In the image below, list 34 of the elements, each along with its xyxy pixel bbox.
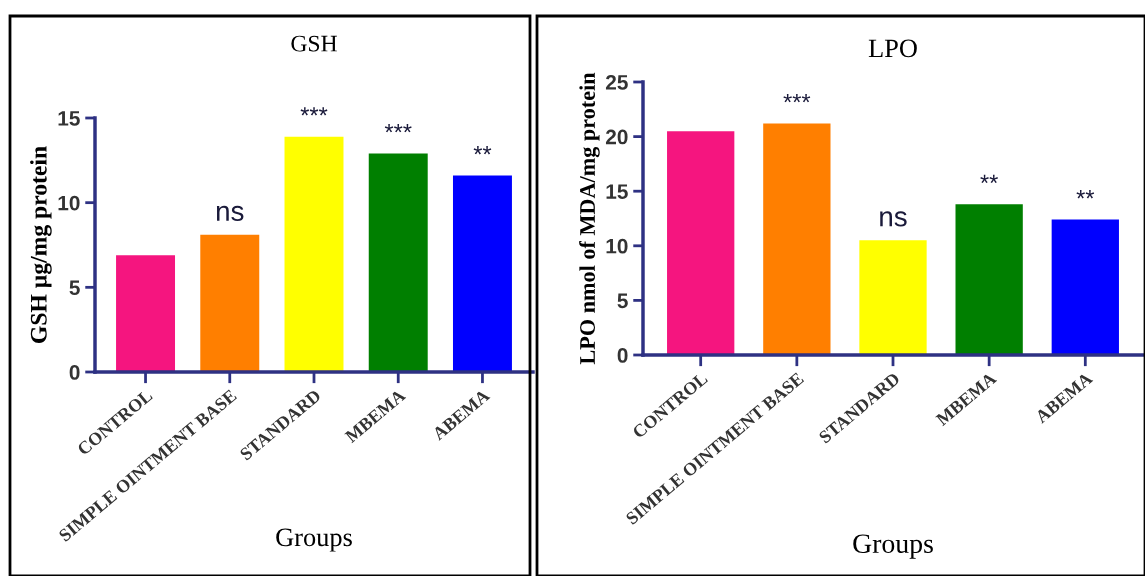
y-tick-label: 0 bbox=[69, 365, 80, 380]
bar bbox=[284, 136, 344, 372]
annotation: ** bbox=[473, 146, 492, 155]
bar bbox=[955, 204, 1023, 355]
y-tick-label: 10 bbox=[58, 195, 80, 211]
y-tick-label: 15 bbox=[58, 111, 80, 126]
bar bbox=[667, 131, 735, 355]
annotation: ns bbox=[880, 211, 907, 227]
bar bbox=[116, 255, 176, 372]
bar bbox=[1051, 219, 1119, 355]
annotation: *** bbox=[384, 124, 412, 133]
y-tick-label: 15 bbox=[606, 184, 628, 199]
annotation: ns bbox=[216, 205, 244, 222]
y-tick-label: 5 bbox=[617, 293, 628, 309]
x-axis-title: Groups bbox=[276, 528, 352, 552]
bar bbox=[452, 175, 512, 372]
annotation: ** bbox=[980, 174, 998, 184]
y-tick-label: 5 bbox=[69, 280, 80, 296]
chart-title: LPO bbox=[868, 39, 917, 58]
y-axis-title: LPO nmol of MDA/mg protein bbox=[579, 72, 600, 365]
bar bbox=[859, 240, 927, 355]
bar bbox=[368, 153, 428, 372]
annotation: *** bbox=[300, 107, 328, 116]
y-axis-title: GSH µg/mg protein bbox=[30, 146, 52, 343]
x-axis-title: Groups bbox=[853, 534, 933, 559]
y-tick-label: 10 bbox=[606, 238, 628, 254]
y-tick-label: 0 bbox=[617, 348, 628, 363]
y-tick-label: 20 bbox=[605, 129, 628, 145]
bar bbox=[763, 123, 831, 355]
bar bbox=[200, 234, 260, 372]
annotation: *** bbox=[783, 94, 811, 103]
annotation: ** bbox=[1076, 190, 1095, 199]
chart-title: GSH bbox=[291, 35, 337, 52]
y-tick-label: 25 bbox=[605, 75, 628, 90]
